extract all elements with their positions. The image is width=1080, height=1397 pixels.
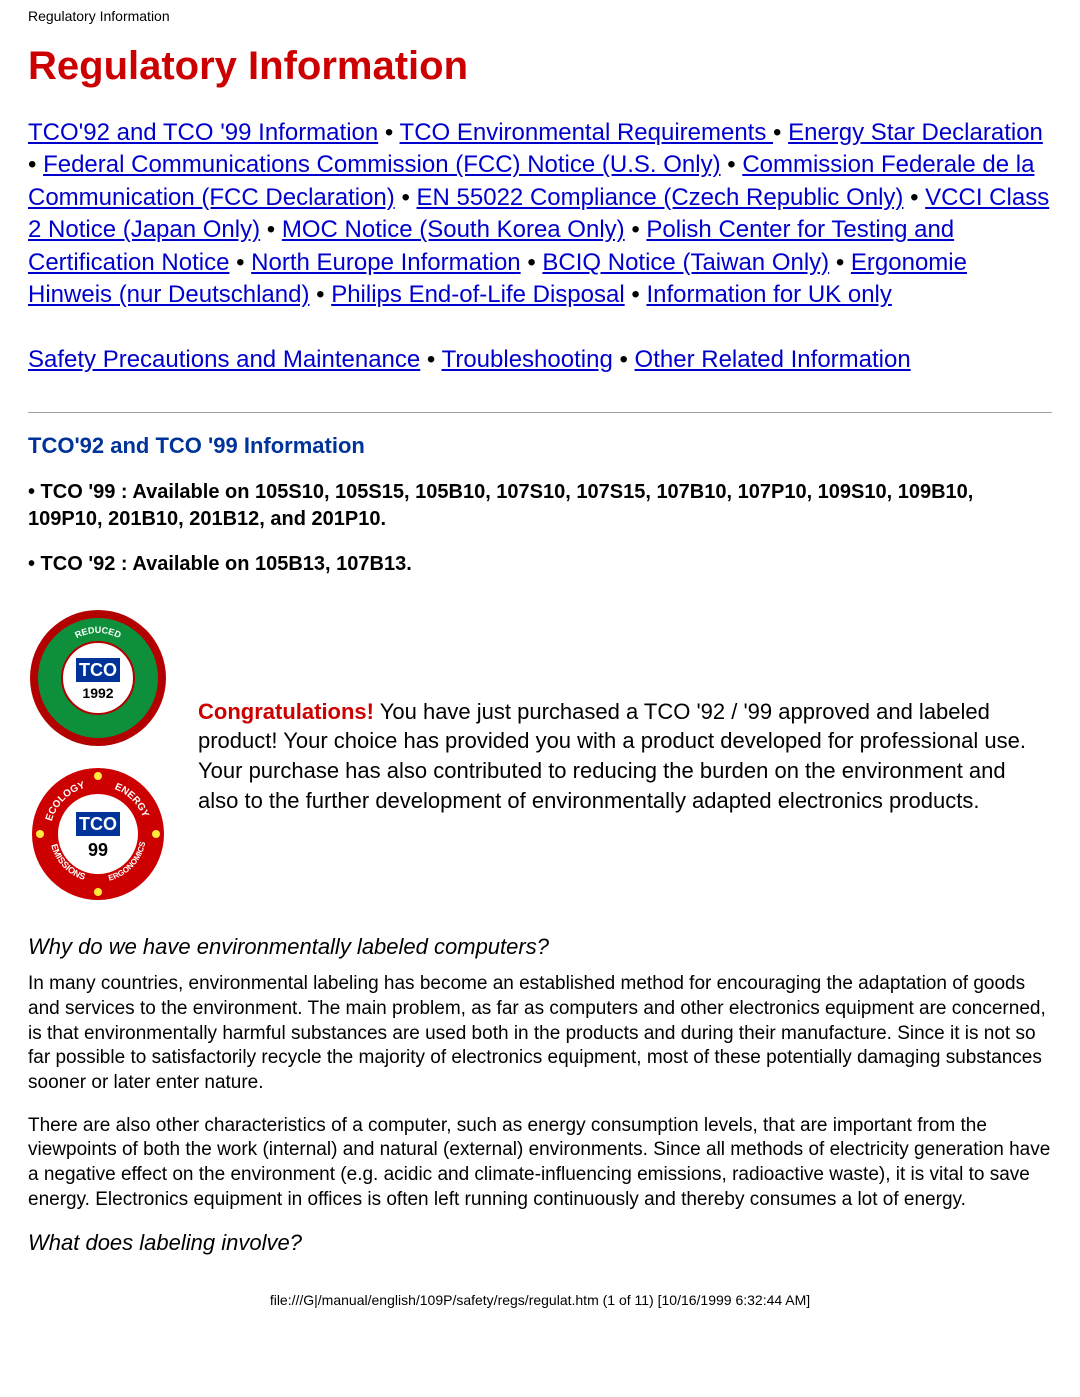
badge-column: TCO 1992 REDUCED TCO 99 (28, 608, 168, 904)
tco92-availability: • TCO '92 : Available on 105B13, 107B13. (28, 551, 1052, 578)
nav-link[interactable]: TCO'92 and TCO '99 Information (28, 119, 378, 146)
nav-separator: • (625, 216, 647, 243)
nav-link[interactable]: Safety Precautions and Maintenance (28, 346, 420, 373)
tco99-availability: • TCO '99 : Available on 105S10, 105S15,… (28, 479, 1052, 533)
nav-link[interactable]: EN 55022 Compliance (Czech Republic Only… (417, 184, 904, 211)
nav-link[interactable]: BCIQ Notice (Taiwan Only) (542, 249, 829, 276)
nav-group-2: Safety Precautions and Maintenance • Tro… (28, 346, 911, 373)
footer-file-path: file:///G|/manual/english/109P/safety/re… (28, 1292, 1052, 1308)
nav-separator: • (309, 281, 331, 308)
nav-separator: • (625, 281, 647, 308)
nav-separator: • (420, 346, 441, 373)
header-label: Regulatory Information (28, 8, 1080, 24)
tco99-badge-icon: TCO 99 ECOLOGY ENERGY EMISSIO (28, 764, 168, 904)
nav-separator: • (829, 249, 851, 276)
nav-link[interactable]: Other Related Information (635, 346, 911, 373)
nav-link[interactable]: Energy Star Declaration (788, 119, 1043, 146)
nav-separator: • (521, 249, 543, 276)
nav-link[interactable]: North Europe Information (251, 249, 520, 276)
nav-link[interactable]: Troubleshooting (442, 346, 613, 373)
q2-heading: What does labeling involve? (28, 1230, 1052, 1256)
nav-separator: • (260, 216, 282, 243)
nav-group-1: TCO'92 and TCO '99 Information • TCO Env… (28, 119, 1049, 308)
content-area: Regulatory Information TCO'92 and TCO '9… (0, 44, 1080, 1332)
nav-link[interactable]: Information for UK only (646, 281, 891, 308)
svg-text:99: 99 (88, 840, 108, 860)
tco92-badge-icon: TCO 1992 REDUCED (28, 608, 168, 748)
nav-link[interactable]: Philips End-of-Life Disposal (331, 281, 624, 308)
nav-separator: • (613, 346, 635, 373)
nav-link[interactable]: MOC Notice (South Korea Only) (282, 216, 625, 243)
nav-separator: • (229, 249, 251, 276)
q1-heading: Why do we have environmentally labeled c… (28, 934, 1052, 960)
nav-separator: • (378, 119, 399, 146)
page-title: Regulatory Information (28, 44, 1052, 89)
q1-paragraph-1: In many countries, environmental labelin… (28, 972, 1052, 1095)
svg-text:TCO: TCO (79, 814, 117, 834)
nav-separator: • (721, 151, 743, 178)
nav-links: TCO'92 and TCO '99 Information • TCO Env… (28, 117, 1052, 376)
nav-separator: • (903, 184, 925, 211)
svg-text:1992: 1992 (82, 685, 113, 701)
nav-link[interactable]: Federal Communications Commission (FCC) … (43, 151, 720, 178)
congrats-paragraph: Congratulations! You have just purchased… (198, 697, 1052, 816)
nav-separator: • (28, 151, 43, 178)
badge-and-congrats-row: TCO 1992 REDUCED TCO 99 (28, 608, 1052, 904)
nav-separator: • (773, 119, 788, 146)
congrats-lead: Congratulations! (198, 699, 374, 724)
nav-link[interactable]: TCO Environmental Requirements (400, 119, 773, 146)
nav-separator: • (395, 184, 417, 211)
section-divider (28, 412, 1052, 413)
section-title-tco: TCO'92 and TCO '99 Information (28, 433, 1052, 459)
q1-paragraph-2: There are also other characteristics of … (28, 1114, 1052, 1213)
svg-text:TCO: TCO (79, 660, 117, 680)
